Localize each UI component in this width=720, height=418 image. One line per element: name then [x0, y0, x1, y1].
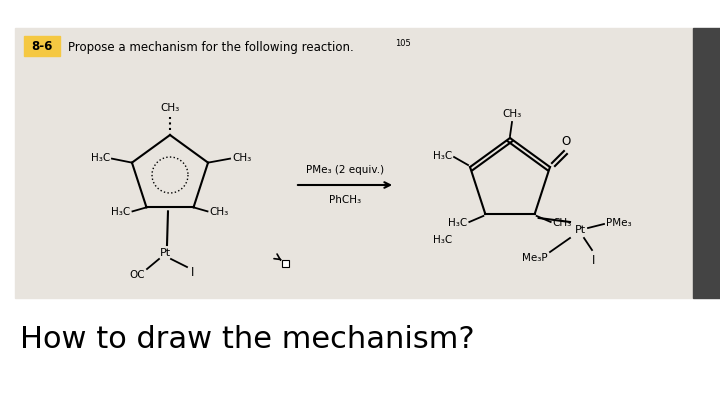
Text: PMe₃: PMe₃ [606, 218, 631, 228]
Text: Pt: Pt [159, 248, 171, 258]
Text: Pt: Pt [575, 225, 585, 235]
Text: H₃C: H₃C [433, 235, 452, 245]
Text: I: I [593, 254, 595, 267]
Text: CH₃: CH₃ [161, 103, 179, 113]
Bar [24, 36, 60, 56]
Bar [282, 260, 289, 267]
Text: CH₃: CH₃ [210, 207, 229, 217]
Text: PhCH₃: PhCH₃ [329, 195, 361, 205]
Text: CH₃: CH₃ [553, 218, 572, 228]
Bar [15, 28, 693, 298]
Text: CH₃: CH₃ [232, 153, 251, 163]
Text: Me₃P: Me₃P [523, 253, 548, 263]
Text: H₃C: H₃C [91, 153, 110, 163]
Text: I: I [192, 267, 194, 280]
Bar [693, 28, 720, 298]
Text: How to draw the mechanism?: How to draw the mechanism? [20, 326, 474, 354]
Text: OC: OC [129, 270, 145, 280]
Text: 105: 105 [395, 39, 410, 48]
Text: O: O [562, 135, 570, 148]
Text: PMe₃ (2 equiv.): PMe₃ (2 equiv.) [306, 165, 384, 175]
Text: H₃C: H₃C [448, 218, 467, 228]
Text: H₃C: H₃C [433, 151, 452, 161]
Text: CH₃: CH₃ [503, 109, 521, 119]
Text: 8-6: 8-6 [31, 41, 53, 54]
Text: Propose a mechanism for the following reaction.: Propose a mechanism for the following re… [68, 41, 354, 54]
Text: H₃C: H₃C [111, 207, 130, 217]
